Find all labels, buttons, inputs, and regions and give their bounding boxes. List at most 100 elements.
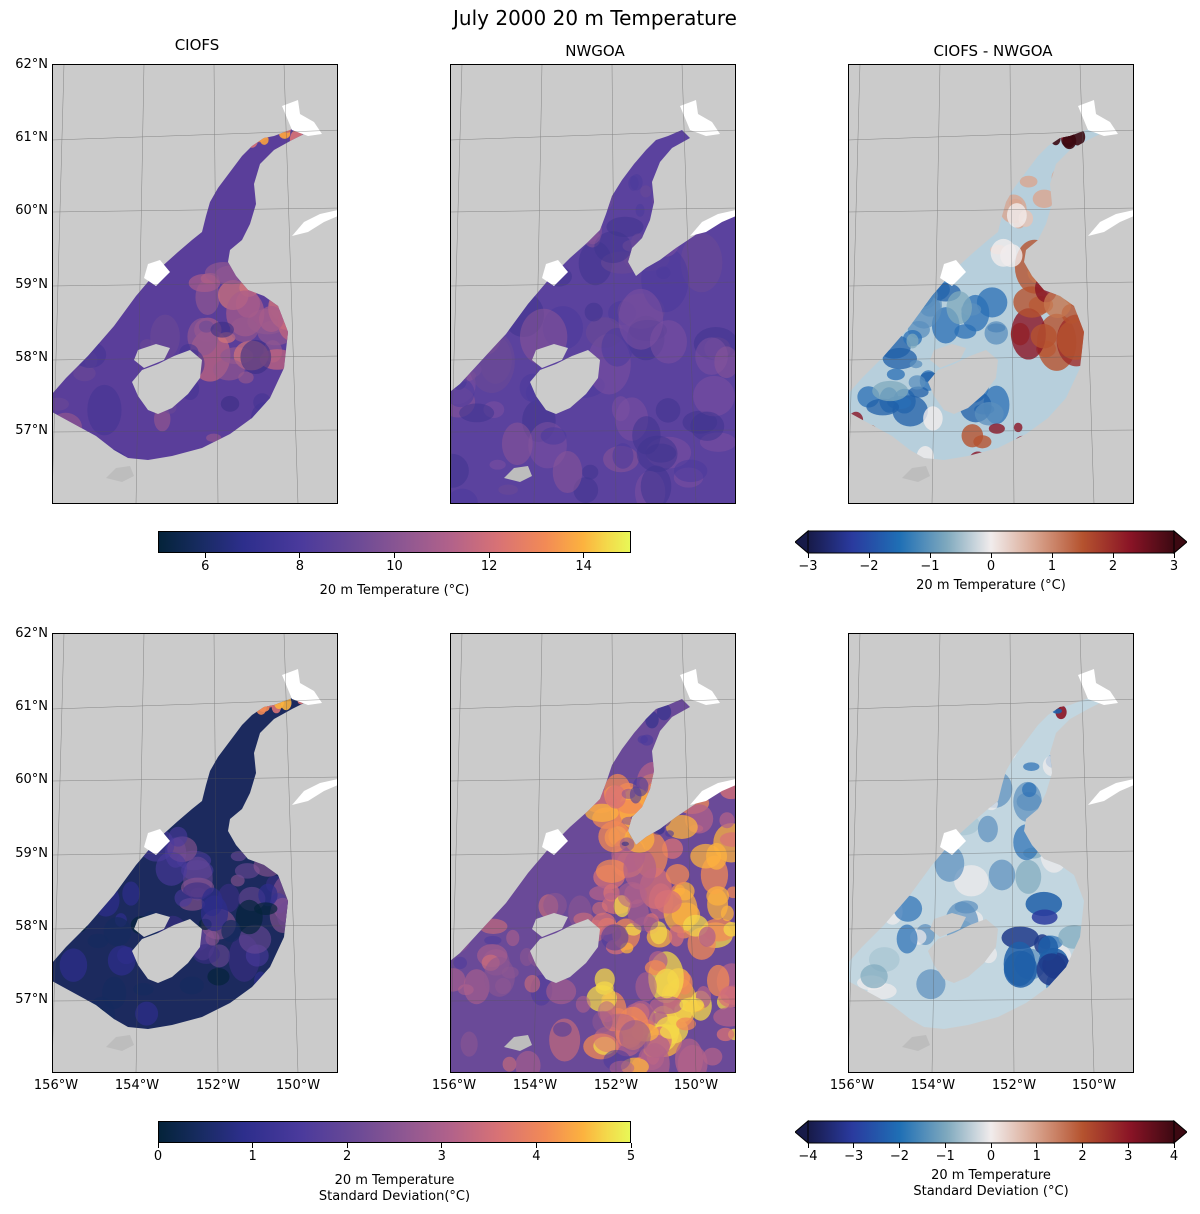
field-patch — [553, 1022, 572, 1037]
colorbar-tick-label: −1 — [935, 1149, 955, 1164]
lat-label-60: 60°N — [15, 203, 48, 218]
colorbar-tick-mark — [583, 553, 585, 558]
colorbar-tick-label: 5 — [626, 1149, 636, 1164]
island-landmass — [530, 350, 600, 414]
field-patch — [617, 881, 648, 908]
colorbar-mean-temp — [158, 531, 631, 553]
coastal-mask — [1078, 100, 1118, 136]
lon-label-156: 156°W — [33, 1078, 79, 1093]
island-landmass — [106, 466, 134, 482]
field-patch — [654, 889, 682, 914]
field-patch — [640, 465, 672, 504]
panel-title-diff: CIOFS - NWGOA — [933, 42, 1053, 60]
colorbar-tick-mark — [1173, 553, 1175, 558]
field-patch — [135, 1001, 159, 1026]
colorbar-tick-label: −2 — [889, 1149, 910, 1164]
field-patch — [916, 969, 946, 1000]
field-patch — [460, 1031, 478, 1057]
field-patch — [623, 848, 657, 890]
field-patch — [192, 944, 220, 964]
field-patch — [690, 411, 725, 441]
field-patch — [679, 997, 704, 1013]
lon-label-154: 154°W — [114, 1078, 160, 1093]
colorbar-tick-mark — [1036, 1143, 1038, 1148]
colorbar-tick-label: 0 — [986, 1149, 996, 1164]
panel-frame — [450, 64, 736, 504]
field-patch — [605, 785, 627, 809]
field-patch — [946, 291, 972, 325]
colorbar-tick-label: 3 — [1124, 1149, 1133, 1164]
lon-label-154: 154°W — [910, 1078, 956, 1093]
lat-label-61: 61°N — [15, 130, 48, 145]
colorbar-extend-low — [795, 1119, 809, 1145]
coastal-mask — [282, 100, 322, 136]
map-panel-diff-mean — [848, 64, 1134, 504]
field-patch — [977, 815, 998, 843]
field-patch — [540, 427, 567, 445]
coastal-mask — [690, 210, 736, 236]
colorbar-tick-mark — [1051, 553, 1053, 558]
field-patch — [592, 901, 608, 916]
colorbar-mean-temp-label: 20 m Temperature (°C) — [319, 583, 470, 598]
field-patch — [1031, 909, 1058, 925]
field-patch — [205, 930, 220, 946]
field-patch — [133, 982, 154, 996]
field-patch — [637, 735, 648, 744]
coastal-mask — [1078, 669, 1118, 705]
coastal-mask — [144, 260, 170, 286]
island-landmass — [928, 350, 998, 414]
colorbar-tick-label: 10 — [386, 559, 403, 574]
field-patch — [220, 395, 240, 412]
island-landmass — [902, 1035, 930, 1051]
field-patch — [702, 1047, 723, 1066]
panel-frame — [450, 633, 736, 1073]
lon-label-154: 154°W — [512, 1078, 558, 1093]
field-patch — [450, 968, 466, 992]
colorbar-std-diff-label-line1: 20 m Temperature — [931, 1168, 1051, 1183]
field-patch — [669, 924, 685, 947]
field-patch — [719, 812, 735, 829]
island-landmass — [504, 466, 532, 482]
field-patch — [1003, 941, 1036, 987]
island-landmass — [532, 344, 568, 368]
field-patch — [954, 324, 977, 339]
field-patch — [628, 175, 639, 191]
field-patch — [552, 450, 583, 494]
colorbar-std-temp-label: 20 m Temperature Standard Deviation(°C) — [158, 1173, 631, 1205]
field-patch — [450, 453, 469, 488]
lon-label-150: 150°W — [1071, 1078, 1117, 1093]
colorbar-tick-mark — [630, 1143, 632, 1148]
field-patch — [122, 881, 140, 906]
colorbar-std-temp-label-line2: Standard Deviation(°C) — [318, 1189, 471, 1204]
map-canvas — [450, 64, 736, 504]
graticule — [52, 633, 338, 1073]
lat-label-60: 60°N — [15, 772, 48, 787]
field-patch — [619, 1020, 651, 1053]
field-patch — [201, 887, 223, 917]
colorbar-tick-label: −3 — [798, 559, 818, 574]
field-patch — [597, 1001, 616, 1023]
field-patch — [726, 886, 736, 899]
field-patch — [908, 375, 926, 390]
graticule — [450, 633, 736, 1073]
colorbar-tick-mark — [394, 553, 395, 558]
lon-label-152: 152°W — [195, 1078, 241, 1093]
field-patch — [258, 305, 284, 332]
lat-label-59: 59°N — [15, 846, 48, 861]
field-patch — [595, 859, 628, 883]
field-patch — [655, 398, 681, 423]
field-patch — [502, 1056, 517, 1072]
field-patch — [238, 371, 254, 384]
colorbar-tick-label: −1 — [920, 559, 940, 574]
field-patch — [575, 995, 591, 1013]
colorbar-tick-label: 4 — [532, 1149, 541, 1164]
lat-label-58: 58°N — [15, 919, 48, 934]
colorbar-tick-label: 1 — [1047, 559, 1057, 574]
field-patch — [974, 402, 1004, 426]
colorbar-tick-mark — [990, 553, 992, 558]
island-landmass — [132, 350, 202, 414]
map-panel-diff-std — [848, 633, 1134, 1073]
colorbar-tick-mark — [252, 1143, 254, 1148]
colorbar-tick-mark — [929, 553, 931, 558]
colorbar-tick-label: 4 — [1169, 1149, 1179, 1164]
